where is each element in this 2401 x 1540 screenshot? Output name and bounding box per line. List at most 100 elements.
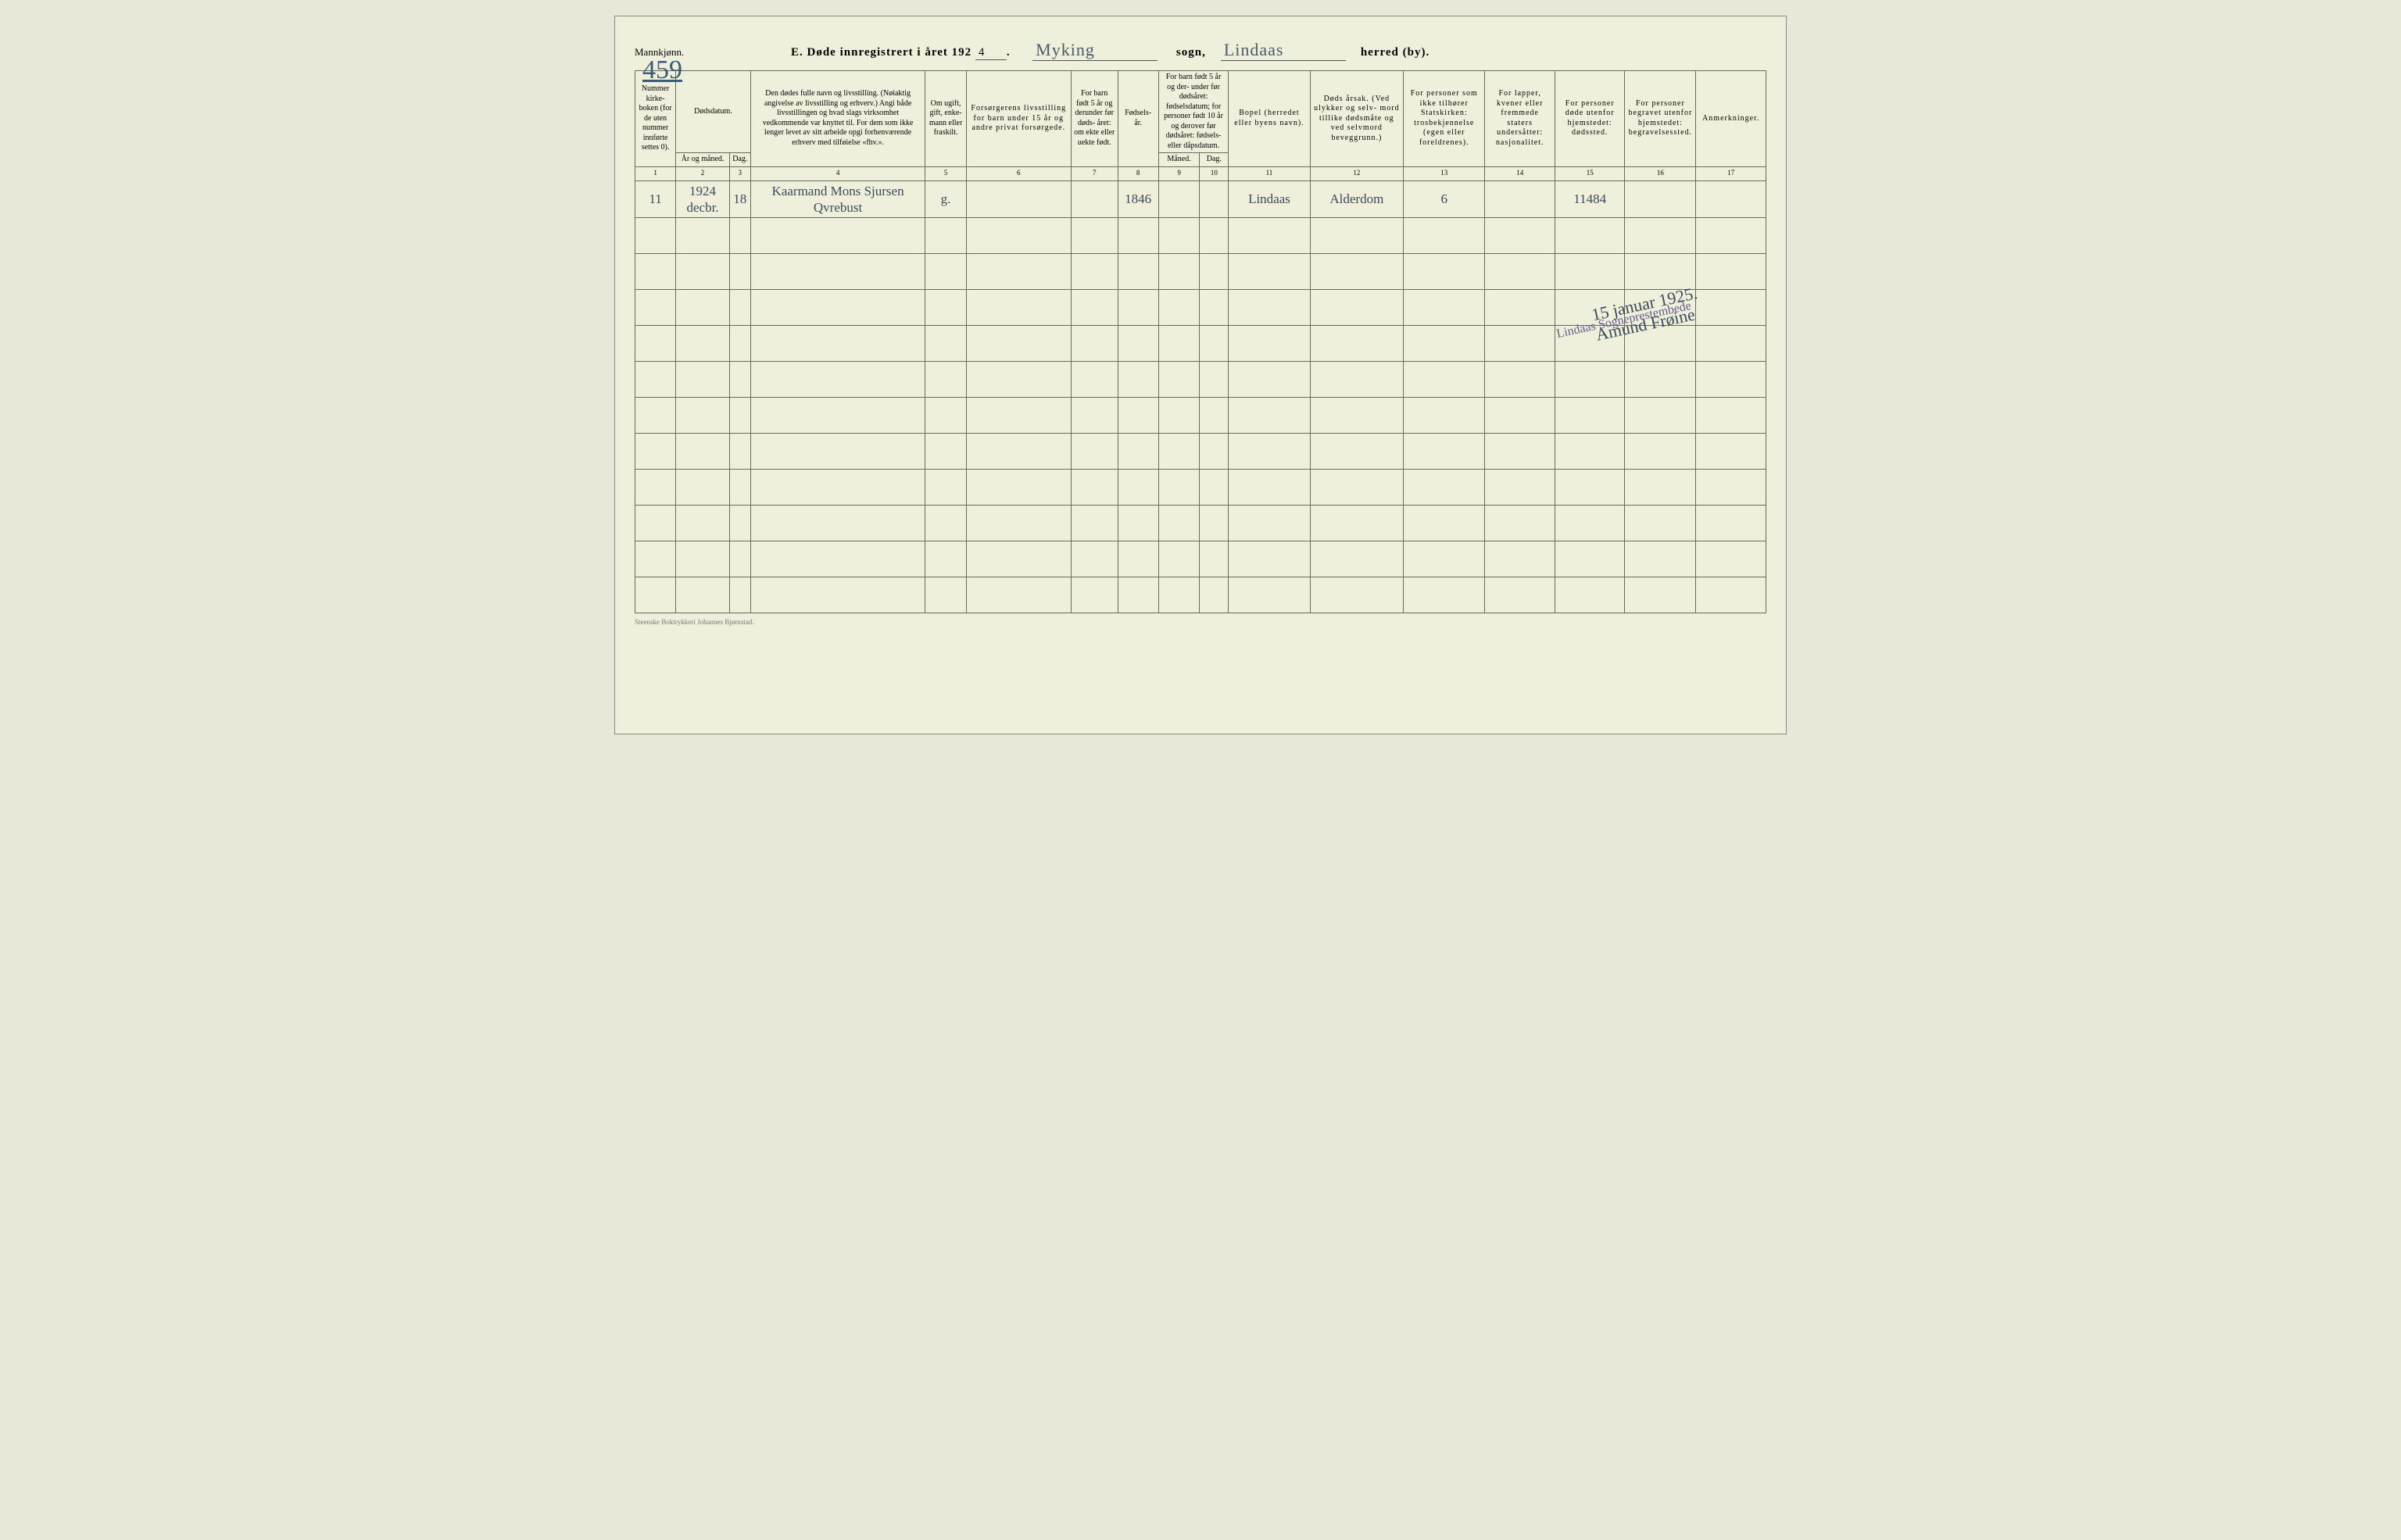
col-header-2b: Dag. <box>729 153 750 167</box>
empty-cell <box>1071 362 1118 398</box>
empty-cell <box>1071 326 1118 362</box>
sogn-label: sogn, <box>1176 46 1206 59</box>
table-row-empty <box>635 470 1766 506</box>
col-header-13: For personer som ikke tilhører Statskirk… <box>1404 71 1485 167</box>
empty-cell <box>1485 254 1555 290</box>
table-body: 11 1924 decbr. 18 Kaarmand Mons Sjursen … <box>635 180 1766 613</box>
colnum: 13 <box>1404 166 1485 180</box>
empty-cell <box>1555 254 1625 290</box>
colnum: 16 <box>1625 166 1696 180</box>
year-suffix: 4 <box>975 46 1007 60</box>
empty-cell <box>729 362 750 398</box>
empty-cell <box>1118 362 1158 398</box>
colnum: 9 <box>1158 166 1200 180</box>
empty-cell <box>1485 577 1555 613</box>
empty-cell <box>1071 541 1118 577</box>
empty-cell <box>1310 254 1403 290</box>
cell-birth-month <box>1158 180 1200 218</box>
empty-cell <box>1555 506 1625 541</box>
colnum: 17 <box>1696 166 1766 180</box>
empty-cell <box>1118 290 1158 326</box>
empty-cell <box>1229 434 1310 470</box>
empty-cell <box>1200 398 1229 434</box>
empty-cell <box>1696 218 1766 254</box>
empty-cell <box>1696 577 1766 613</box>
empty-cell <box>1229 326 1310 362</box>
empty-cell <box>925 218 966 254</box>
empty-cell <box>1310 398 1403 434</box>
empty-cell <box>635 290 676 326</box>
empty-cell <box>1118 541 1158 577</box>
empty-cell <box>1158 254 1200 290</box>
register-table: Nummer kirke- boken (for de uten nummer … <box>635 70 1766 613</box>
empty-cell <box>676 218 730 254</box>
table-row-empty <box>635 362 1766 398</box>
empty-cell <box>1696 254 1766 290</box>
empty-cell <box>925 541 966 577</box>
empty-cell <box>1200 470 1229 506</box>
empty-cell <box>750 290 925 326</box>
empty-cell <box>1118 434 1158 470</box>
empty-cell <box>1200 577 1229 613</box>
empty-cell <box>1229 577 1310 613</box>
empty-cell <box>676 362 730 398</box>
empty-cell <box>1071 218 1118 254</box>
empty-cell <box>966 218 1071 254</box>
empty-cell <box>1625 434 1696 470</box>
cell-burial-place <box>1625 180 1696 218</box>
empty-cell <box>1200 541 1229 577</box>
empty-cell <box>1404 470 1485 506</box>
empty-cell <box>1310 326 1403 362</box>
col-header-11: Bopel (herredet eller byens navn). <box>1229 71 1310 167</box>
sogn-value: Myking <box>1032 40 1158 61</box>
empty-cell <box>966 326 1071 362</box>
cell-day: 18 <box>729 180 750 218</box>
empty-cell <box>729 290 750 326</box>
empty-cell <box>750 362 925 398</box>
register-page: 459 Mannkjønn. E. Døde innregistrert i å… <box>614 16 1787 734</box>
empty-cell <box>635 470 676 506</box>
title-prefix: E. Døde innregistrert i året 192 <box>791 46 971 59</box>
empty-cell <box>1696 506 1766 541</box>
empty-cell <box>750 218 925 254</box>
empty-cell <box>1200 326 1229 362</box>
empty-cell <box>1485 362 1555 398</box>
empty-cell <box>1158 398 1200 434</box>
empty-cell <box>1485 398 1555 434</box>
empty-cell <box>729 326 750 362</box>
empty-cell <box>1555 398 1625 434</box>
empty-cell <box>635 398 676 434</box>
col-header-2a: År og måned. <box>676 153 730 167</box>
empty-cell <box>1404 434 1485 470</box>
empty-cell <box>635 326 676 362</box>
empty-cell <box>966 362 1071 398</box>
empty-cell <box>1229 541 1310 577</box>
col-header-7: For barn født 5 år og derunder før døds-… <box>1071 71 1118 167</box>
col-header-5: Om ugift, gift, enke- mann eller fraskil… <box>925 71 966 167</box>
cell-birth-day <box>1200 180 1229 218</box>
empty-cell <box>925 290 966 326</box>
empty-cell <box>676 290 730 326</box>
empty-cell <box>1404 541 1485 577</box>
empty-cell <box>729 470 750 506</box>
empty-cell <box>925 254 966 290</box>
cell-year-month: 1924 decbr. <box>676 180 730 218</box>
empty-cell <box>966 541 1071 577</box>
table-row: 11 1924 decbr. 18 Kaarmand Mons Sjursen … <box>635 180 1766 218</box>
empty-cell <box>676 434 730 470</box>
empty-cell <box>635 362 676 398</box>
empty-cell <box>1200 218 1229 254</box>
empty-cell <box>1158 577 1200 613</box>
empty-cell <box>1229 398 1310 434</box>
empty-cell <box>1625 470 1696 506</box>
empty-cell <box>1158 506 1200 541</box>
empty-cell <box>1118 398 1158 434</box>
herred-label: herred (by). <box>1361 46 1430 59</box>
table-row-empty <box>635 218 1766 254</box>
colnum: 1 <box>635 166 676 180</box>
empty-cell <box>1696 398 1766 434</box>
empty-cell <box>1485 470 1555 506</box>
empty-cell <box>750 254 925 290</box>
colnum: 12 <box>1310 166 1403 180</box>
empty-cell <box>1200 506 1229 541</box>
